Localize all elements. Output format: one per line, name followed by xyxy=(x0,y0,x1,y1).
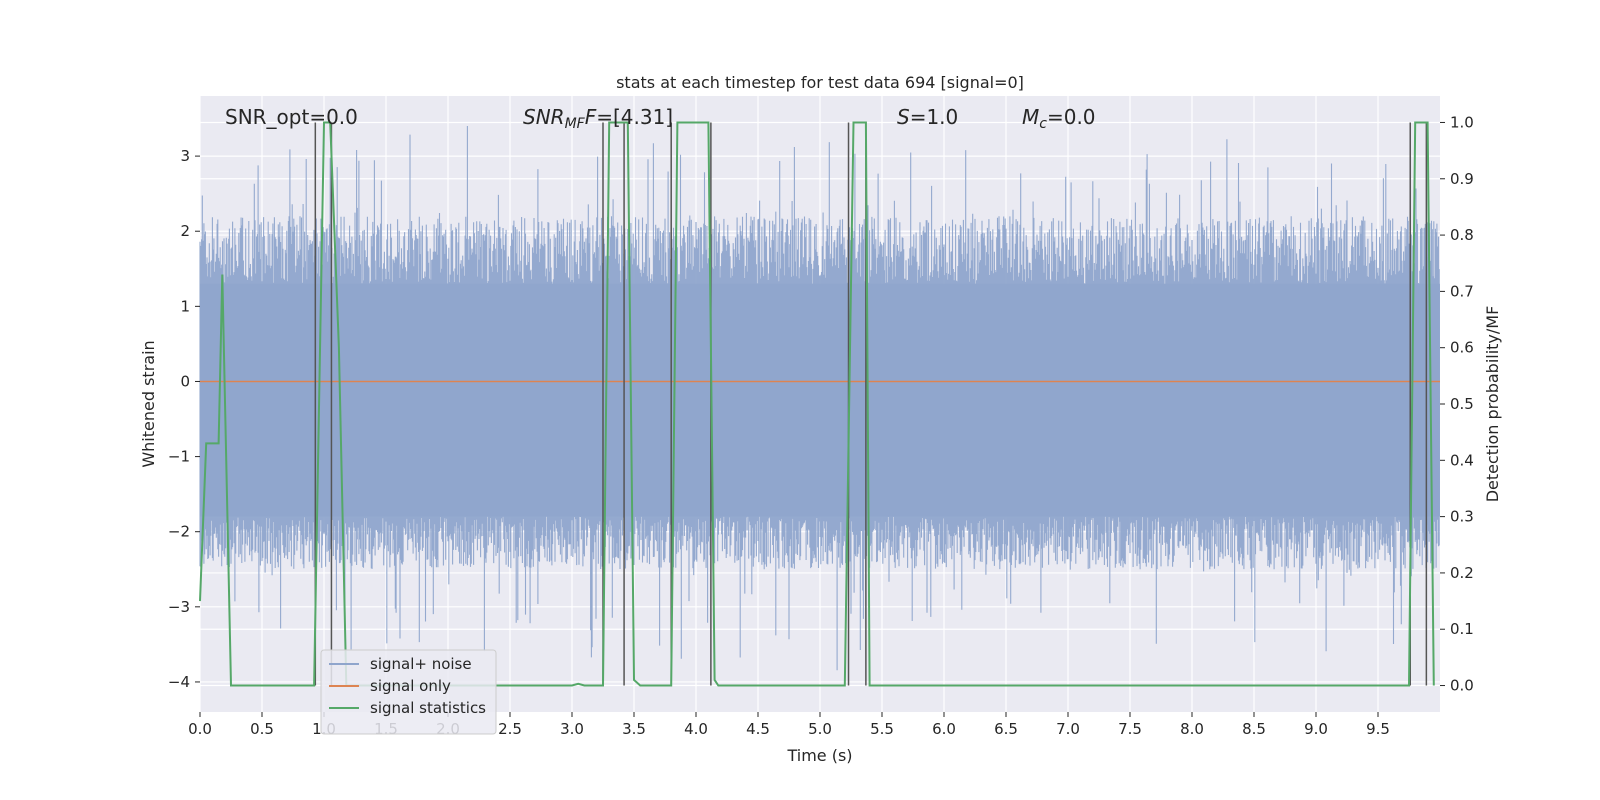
legend-label-signal-noise: signal+ noise xyxy=(370,655,472,673)
y2-tick-label: 0.1 xyxy=(1450,620,1474,638)
x-tick-label: 7.5 xyxy=(1118,720,1142,738)
annotation-snr-opt: SNR_opt=0.0 xyxy=(225,105,358,129)
y2-tick-label: 0.8 xyxy=(1450,226,1474,244)
y-tick-label: 2 xyxy=(180,222,190,240)
x-tick-label: 7.0 xyxy=(1056,720,1080,738)
annotation-s-base: S xyxy=(897,105,910,129)
x-tick-label: 0.0 xyxy=(188,720,212,738)
signal-statistics-line xyxy=(199,121,1435,687)
legend-label-signal-only: signal only xyxy=(370,677,451,695)
y-tick-label: −3 xyxy=(168,598,190,616)
y2-tick-label: 0.4 xyxy=(1450,451,1474,469)
x-tick-label: 2.5 xyxy=(498,720,522,738)
annotation-s-rest: =1.0 xyxy=(910,105,959,129)
y2-tick-label: 1.0 xyxy=(1450,113,1474,131)
y2-tick-label: 0.6 xyxy=(1450,339,1474,357)
annotation-snr-mf: SNRMFF=[4.31] xyxy=(523,105,673,132)
annotation-snr-mf-sub: MF xyxy=(565,116,586,132)
y-tick-label: 0 xyxy=(180,372,190,390)
x-tick-label: 8.5 xyxy=(1242,720,1266,738)
y2-tick-label: 0.9 xyxy=(1450,170,1474,188)
chart-title: stats at each timestep for test data 694… xyxy=(616,73,1024,92)
legend-label-signal-statistics: signal statistics xyxy=(370,699,486,717)
y-tick-label: 3 xyxy=(180,147,190,165)
x-tick-label: 8.0 xyxy=(1180,720,1204,738)
annotation-mc-base: M xyxy=(1022,105,1039,129)
annotation-snr-mf-rest: =[4.31] xyxy=(596,105,673,129)
series-signal-noise xyxy=(199,126,1440,671)
y2-tick-label: 0.0 xyxy=(1450,677,1474,695)
legend: signal+ noise signal only signal statist… xyxy=(320,649,497,735)
x-axis-label: Time (s) xyxy=(786,746,852,765)
annotation-s: S=1.0 xyxy=(897,105,958,129)
x-tick-label: 4.0 xyxy=(684,720,708,738)
x-tick-label: 3.5 xyxy=(622,720,646,738)
y2-axis-ticks: 1.0 0.9 0.8 0.7 0.6 0.5 0.4 0.3 0.2 0.1 0.0 xyxy=(1440,113,1474,695)
annotation-mc-sub: c xyxy=(1039,116,1047,132)
y2-tick-label: 0.7 xyxy=(1450,282,1474,300)
annotation-mc-rest: =0.0 xyxy=(1047,105,1096,129)
x-tick-label: 6.0 xyxy=(932,720,956,738)
x-tick-label: 6.5 xyxy=(994,720,1018,738)
x-tick-label: 3.0 xyxy=(560,720,584,738)
legend-box xyxy=(320,649,497,735)
x-tick-label: 9.5 xyxy=(1366,720,1390,738)
x-tick-label: 0.5 xyxy=(250,720,274,738)
annotation-mc: Mc=0.0 xyxy=(1022,105,1096,132)
y2-axis-label: Detection probability/MF xyxy=(1483,306,1502,503)
y2-tick-label: 0.3 xyxy=(1450,508,1474,526)
series-signal-statistics xyxy=(199,121,1435,687)
y-tick-label: −2 xyxy=(168,523,190,541)
x-tick-label: 9.0 xyxy=(1304,720,1328,738)
y2-tick-label: 0.2 xyxy=(1450,564,1474,582)
x-tick-label: 4.5 xyxy=(746,720,770,738)
y-tick-label: −1 xyxy=(168,448,190,466)
y-tick-label: 1 xyxy=(180,297,190,315)
annotation-snr-mf-f: F xyxy=(585,105,597,129)
noise-trace xyxy=(199,126,1440,671)
x-tick-label: 5.5 xyxy=(870,720,894,738)
y-tick-label: −4 xyxy=(168,673,190,691)
y2-tick-label: 0.5 xyxy=(1450,395,1474,413)
annotation-snr-mf-base: SNR xyxy=(523,105,565,129)
y-axis-label: Whitened strain xyxy=(139,340,158,467)
x-tick-label: 5.0 xyxy=(808,720,832,738)
y-axis-ticks: 3 2 1 0 −1 −2 −3 −4 xyxy=(168,147,200,691)
